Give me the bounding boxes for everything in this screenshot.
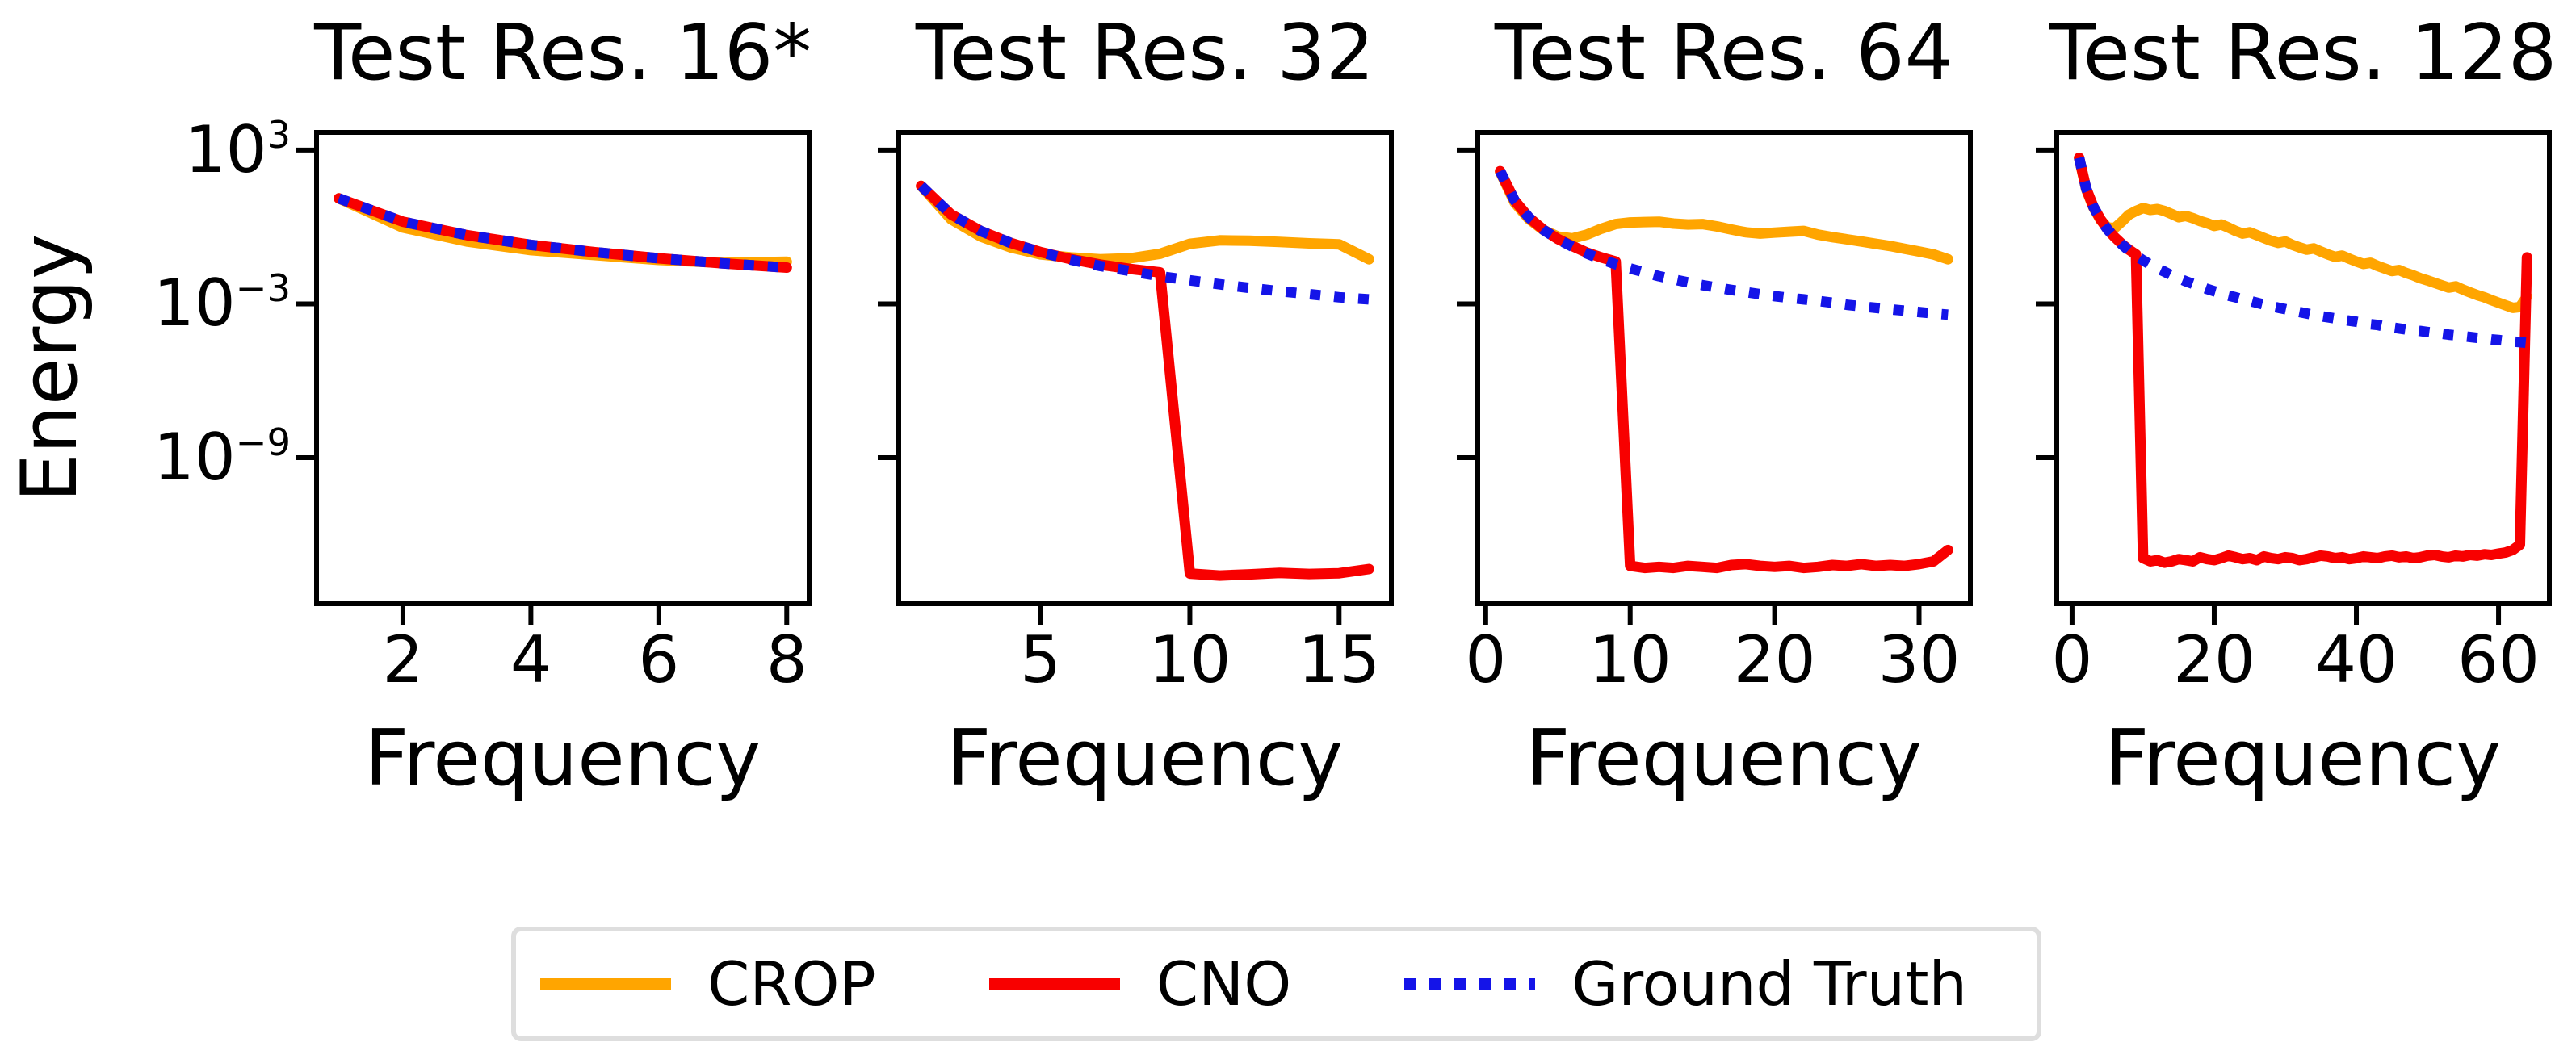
series-line-crop [1495,166,1953,265]
x-tick-label: 15 [1298,622,1381,697]
subplot-title-res128: Test Res. 128 [2049,9,2557,98]
x-axis-label-2: Frequency [946,714,1344,803]
x-tick-label: 2 [382,622,424,697]
series-line-crop [2074,153,2532,313]
legend-item-ground-truth: Ground Truth [1404,952,1967,1016]
x-tick-label: 6 [638,622,680,697]
series-line-ground-truth [1495,169,1949,320]
axes-box-2 [896,130,1394,606]
x-axis-label-4: Frequency [2104,714,2502,803]
axes-box-1 [314,130,812,606]
y-tick-label: 10−9 [153,419,291,495]
x-tick-label: 30 [1877,622,1961,697]
legend-label-crop: CROP [707,948,876,1019]
x-axis-label-1: Frequency [364,714,761,803]
x-tick-label: 10 [1148,622,1231,697]
x-tick-label: 20 [2173,622,2255,697]
ground-truth-line-swatch [1404,978,1536,990]
subplot-title-res16: Test Res. 16* [314,9,812,98]
x-tick-label: 40 [2315,622,2398,697]
crop-line-swatch [540,978,671,990]
x-tick-label: 10 [1588,622,1672,697]
x-tick-label: 5 [1020,622,1062,697]
series-line-cno [2074,153,2532,568]
y-tick-label: 10−3 [153,266,291,341]
series-line-ground-truth [2074,157,2528,349]
series-line-ground-truth [337,193,787,273]
series-line-ground-truth [917,182,1370,305]
legend-label-cno: CNO [1156,948,1292,1019]
axes-box-3 [1475,130,1973,606]
series-line-crop [916,180,1374,265]
legend-item-cno: CNO [988,948,1292,1019]
cno-line-swatch [988,978,1120,990]
axes-box-4 [2054,130,2552,606]
series-line-cno [1495,165,1953,574]
x-tick-label: 4 [510,622,552,697]
legend-label-ground-truth: Ground Truth [1571,948,1968,1019]
legend-item-crop: CROP [540,952,876,1016]
x-axis-label-3: Frequency [1525,714,1923,803]
subplot-title-res64: Test Res. 64 [1494,9,1954,98]
legend: CROP CNO Ground Truth [511,927,2041,1041]
x-tick-label: 8 [766,622,808,697]
x-tick-label: 20 [1733,622,1816,697]
y-tick-label: 103 [184,111,291,187]
x-tick-label: 0 [1465,622,1507,697]
subplot-title-res32: Test Res. 32 [915,9,1375,98]
x-tick-label: 60 [2457,622,2540,697]
x-tick-label: 0 [2051,622,2093,697]
